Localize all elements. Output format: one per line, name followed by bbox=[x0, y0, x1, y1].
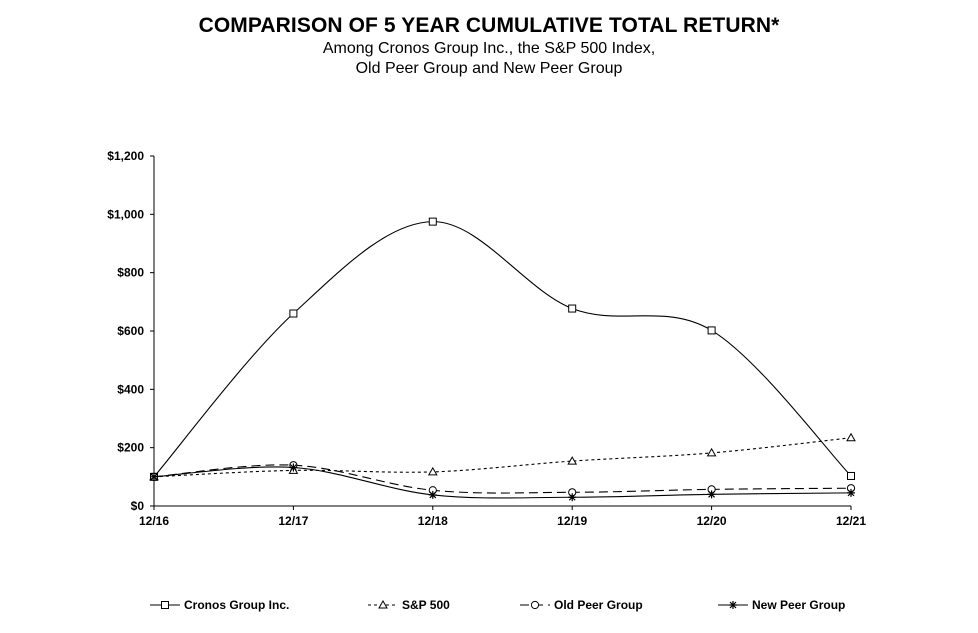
x-tick-label: 12/20 bbox=[697, 514, 727, 528]
chart-title: COMPARISON OF 5 YEAR CUMULATIVE TOTAL RE… bbox=[198, 14, 780, 37]
y-tick-label: $0 bbox=[131, 499, 145, 513]
x-tick-label: 12/18 bbox=[418, 514, 448, 528]
data-point-s-p-500 bbox=[567, 456, 578, 465]
legend-label-s-p-500: S&P 500 bbox=[402, 598, 450, 612]
data-point-new-peer-group bbox=[568, 493, 577, 502]
y-tick-label: $200 bbox=[117, 441, 144, 455]
data-point-cronos-group-inc bbox=[428, 217, 437, 226]
x-tick-label: 12/16 bbox=[139, 514, 169, 528]
data-point-s-p-500 bbox=[846, 432, 856, 442]
data-point-new-peer-group bbox=[707, 490, 716, 499]
data-point-new-peer-group bbox=[289, 463, 298, 472]
legend-label-old-peer-group: Old Peer Group bbox=[554, 598, 643, 612]
y-tick-label: $1,000 bbox=[107, 207, 144, 221]
series-line-cronos-group-inc bbox=[153, 221, 852, 478]
data-point-s-p-500 bbox=[706, 447, 717, 457]
y-tick-label: $400 bbox=[117, 382, 144, 396]
x-tick-label: 12/19 bbox=[557, 514, 587, 528]
data-point-cronos-group-inc bbox=[847, 471, 855, 480]
legend-label-new-peer-group: New Peer Group bbox=[752, 598, 845, 612]
data-point-new-peer-group bbox=[150, 472, 158, 481]
series-line-old-peer-group bbox=[153, 464, 852, 494]
series-line-new-peer-group bbox=[153, 466, 852, 499]
legend-marker-new-peer-group bbox=[729, 601, 737, 609]
y-tick-label: $600 bbox=[117, 324, 144, 338]
series-line-s-p-500 bbox=[153, 437, 852, 478]
data-point-s-p-500 bbox=[427, 466, 438, 476]
data-point-cronos-group-inc bbox=[289, 309, 298, 318]
x-tick-label: 12/21 bbox=[836, 514, 866, 528]
legend-label-cronos-group-inc: Cronos Group Inc. bbox=[184, 598, 289, 612]
data-point-new-peer-group bbox=[847, 488, 855, 497]
legend-marker-s-p-500 bbox=[378, 599, 388, 609]
data-point-cronos-group-inc bbox=[568, 304, 577, 313]
legend-marker-cronos-group-inc bbox=[161, 601, 169, 609]
y-tick-label: $1,200 bbox=[107, 149, 144, 163]
chart-subtitle-line-1: Among Cronos Group Inc., the S&P 500 Ind… bbox=[322, 40, 656, 57]
x-tick-label: 12/17 bbox=[278, 514, 308, 528]
y-tick-label: $800 bbox=[117, 266, 144, 280]
legend-marker-old-peer-group bbox=[530, 600, 540, 610]
chart-subtitle-line-2: Old Peer Group and New Peer Group bbox=[355, 60, 623, 77]
data-point-new-peer-group bbox=[428, 490, 437, 499]
data-point-cronos-group-inc bbox=[707, 326, 716, 335]
